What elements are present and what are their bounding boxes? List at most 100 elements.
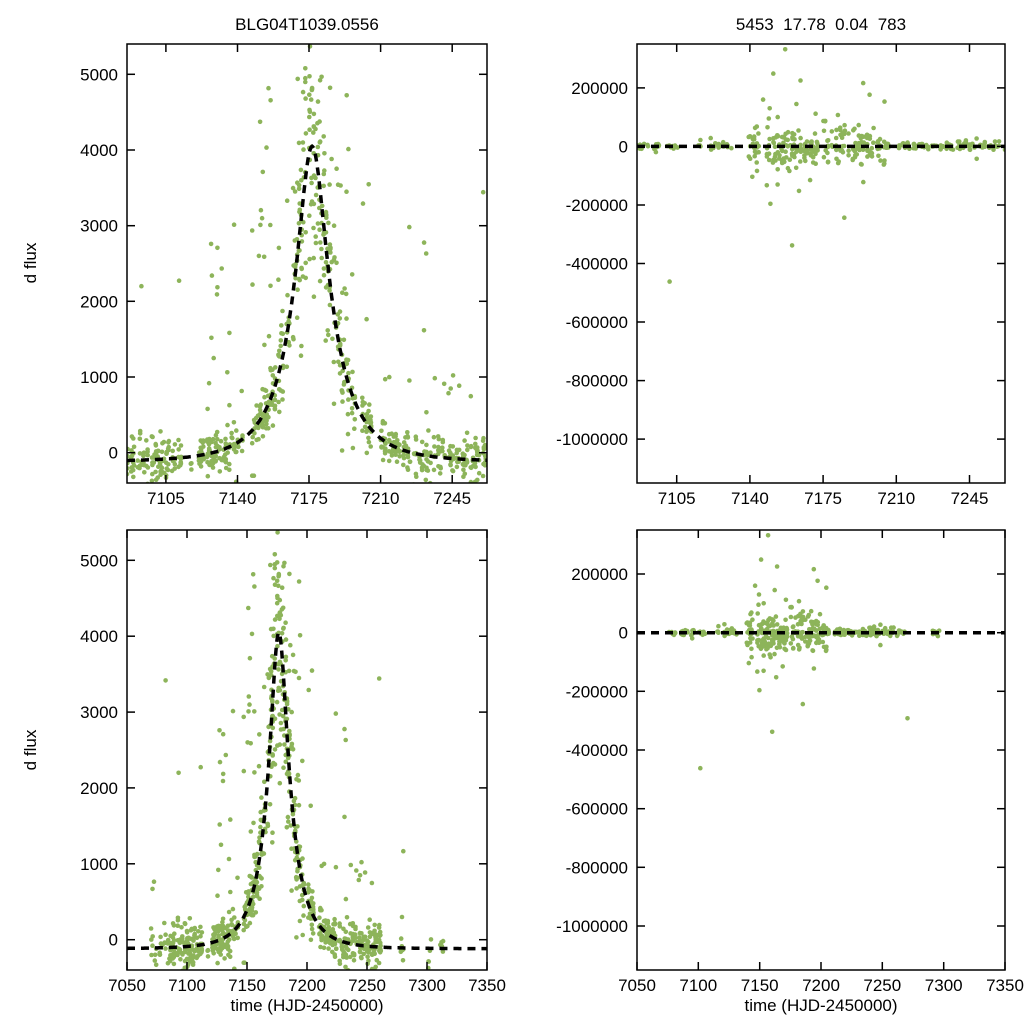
data-point: [311, 225, 316, 231]
data-point: [107, 465, 112, 470]
data-point: [95, 447, 100, 452]
data-point: [772, 144, 778, 150]
data-point: [99, 471, 104, 476]
data-point: [281, 626, 286, 631]
data-point: [300, 89, 306, 95]
data-point: [296, 579, 302, 584]
data-point: [315, 99, 321, 104]
data-point: [720, 139, 726, 145]
data-point: [464, 430, 470, 436]
data-point: [360, 428, 365, 434]
x-tick-label: 7300: [925, 976, 963, 995]
data-point: [321, 945, 327, 951]
data-point: [189, 461, 194, 466]
data-point: [436, 436, 442, 442]
data-point: [295, 772, 301, 778]
data-point: [362, 934, 368, 940]
x-tick-label: 7105: [147, 489, 185, 508]
data-point: [246, 605, 251, 611]
data-point: [212, 931, 218, 936]
data-point: [767, 136, 772, 142]
data-point: [307, 109, 313, 115]
data-point: [366, 958, 371, 964]
data-point: [277, 742, 283, 747]
data-point: [777, 641, 782, 647]
data-point: [354, 868, 359, 873]
data-point: [270, 840, 275, 845]
data-point: [867, 136, 873, 141]
data-point: [219, 986, 224, 991]
data-point: [810, 648, 815, 653]
data-point: [440, 448, 445, 454]
data-point: [765, 125, 770, 130]
data-point: [373, 964, 379, 970]
y-tick-label: 200000: [571, 79, 628, 98]
data-point: [882, 158, 887, 163]
data-point: [327, 242, 333, 247]
data-point: [766, 116, 772, 121]
data-point: [201, 444, 206, 449]
data-point: [480, 189, 486, 195]
data-point: [280, 605, 286, 611]
data-point: [306, 687, 312, 693]
data-point: [299, 892, 305, 898]
data-point: [152, 952, 158, 958]
data-point: [321, 183, 327, 189]
data-point: [163, 678, 168, 683]
data-point: [326, 332, 331, 338]
data-point: [286, 819, 291, 824]
data-point: [214, 292, 220, 297]
data-point: [811, 666, 817, 671]
data-point: [440, 445, 445, 451]
data-point: [257, 119, 263, 125]
data-point: [773, 614, 779, 619]
data-point: [210, 436, 216, 442]
data-point: [815, 622, 820, 628]
data-point: [211, 355, 216, 361]
data-point: [667, 279, 672, 284]
data-point: [343, 929, 349, 935]
x-tick-label: 7140: [219, 489, 257, 508]
x-axis-label-right: time (HJD-2450000): [744, 996, 897, 1015]
data-point: [299, 9, 304, 14]
data-point: [345, 411, 351, 417]
data-point: [360, 395, 365, 401]
data-point: [178, 957, 183, 962]
data-point: [249, 631, 255, 637]
x-tick-label: 7210: [877, 489, 915, 508]
data-point: [315, 144, 321, 150]
data-point: [869, 154, 875, 159]
data-point: [764, 183, 770, 188]
data-point: [522, 460, 527, 465]
data-point: [137, 465, 142, 471]
data-point: [226, 856, 232, 862]
data-point: [179, 925, 184, 930]
data-point: [131, 436, 136, 441]
data-point: [227, 937, 232, 942]
data-point: [852, 148, 858, 154]
data-point: [241, 714, 246, 720]
data-point: [752, 153, 757, 159]
data-point: [284, 716, 290, 722]
data-point: [270, 753, 276, 758]
data-point: [761, 668, 766, 674]
data-point: [992, 139, 998, 144]
data-point: [215, 285, 220, 290]
data-point: [256, 763, 262, 769]
y-tick-label: 0: [619, 137, 628, 156]
data-point: [281, 765, 286, 770]
data-point: [284, 198, 290, 203]
data-point: [248, 741, 253, 746]
data-point: [675, 145, 680, 150]
data-point: [772, 651, 777, 657]
data-point: [299, 343, 304, 349]
data-point: [231, 420, 237, 425]
y-tick-label: 3000: [80, 217, 118, 236]
data-point: [323, 230, 329, 235]
data-point: [235, 935, 240, 941]
data-point: [266, 414, 271, 420]
data-point: [565, 472, 570, 477]
data-point: [399, 914, 405, 920]
x-tick-label: 7050: [108, 976, 146, 995]
data-point: [165, 937, 171, 943]
